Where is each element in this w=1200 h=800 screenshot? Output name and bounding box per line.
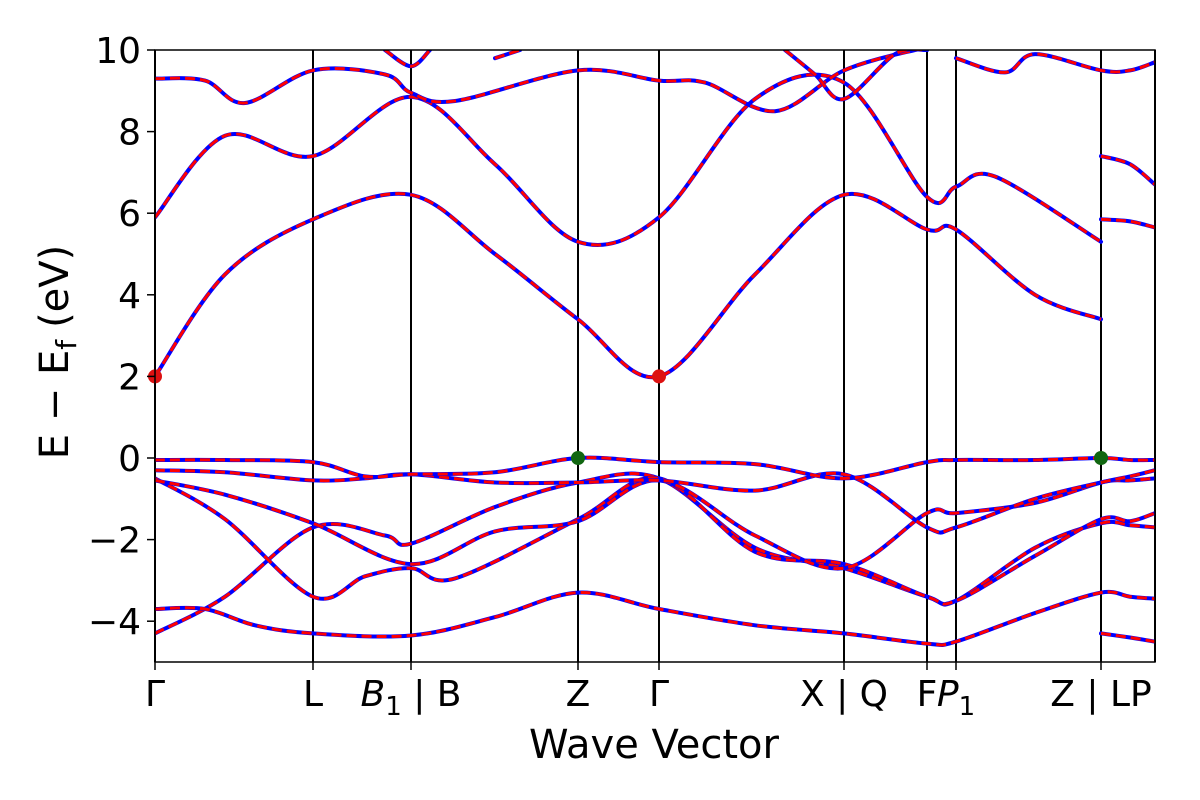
y-axis-title-sub: f [50,339,83,350]
y-tick-label-6: 8 [118,113,141,154]
plot-frame [154,49,1156,663]
band-line-red-2 [155,476,1155,606]
band-line-red-1 [155,590,1155,647]
x-tick-label-6: F [917,674,938,715]
x-tick-label-sub-2: 1 [385,692,402,722]
band-line-red-5 [155,456,1155,480]
x-tick-label-sub-7: 1 [959,692,976,722]
x-tick-label-main-7: P [937,674,959,715]
x-tick-label-main-2: B [361,674,386,715]
band-line-blue-7 [155,72,1103,247]
x-tick-label-8: Z | LP [1050,674,1151,715]
band-line-red-4 [155,468,1155,535]
x-tick-label-5: X | Q [800,674,888,715]
band-line-blue-13 [1099,154,1155,187]
y-tick-label-7: 10 [95,31,141,72]
band-line-red-3 [155,476,1155,571]
band-line-red-7 [155,73,1102,247]
plot-area [148,49,1156,663]
band-line-blue-2 [155,475,1155,607]
band-line-blue-1 [155,589,1155,648]
x-tick-label-suffix-2: | B [402,674,462,715]
y-tick-label-0: −4 [88,602,141,643]
bands [155,50,1155,648]
vbm-marker-3 [1094,451,1108,465]
band-line-red-6 [155,192,1102,379]
y-axis-title-main: E − E [32,350,78,460]
band-line-red-14 [1100,217,1155,229]
y-tick-label-3: 2 [118,357,141,398]
x-tick-label-2: B1 | B [361,674,462,722]
band-line-blue-6 [155,191,1103,380]
band-line-red-13 [1100,154,1155,186]
y-tick-label-5: 6 [118,194,141,235]
x-tick-label-3: Z [566,674,591,715]
y-tick-label-2: 0 [118,439,141,480]
y-axis-title: E − Ef (eV) [32,245,83,460]
x-tick-label-7: P1 [937,674,975,722]
cbm-marker-1 [652,369,666,384]
band-line-red-8 [155,50,928,113]
y-tick-label-1: −2 [88,521,141,562]
band-line-red-9 [384,50,432,68]
y-axis: −4 −2 0 2 4 6 8 10 [88,31,155,643]
band-line-red-12 [955,52,1155,74]
x-tick-label-1: L [303,674,323,715]
y-tick-label-4: 4 [118,276,141,317]
band-line-red-15 [1100,631,1155,644]
band-line-blue-8 [155,50,929,114]
band-line-blue-3 [155,476,1155,571]
x-tick-label-4: Γ [649,674,669,715]
vbm-marker-2 [571,451,585,465]
y-axis-title-unit: (eV) [32,245,78,328]
x-tick-label-0: Γ [145,674,165,715]
band-line-red-11 [784,50,928,101]
x-axis-title: Wave Vector [529,722,780,768]
